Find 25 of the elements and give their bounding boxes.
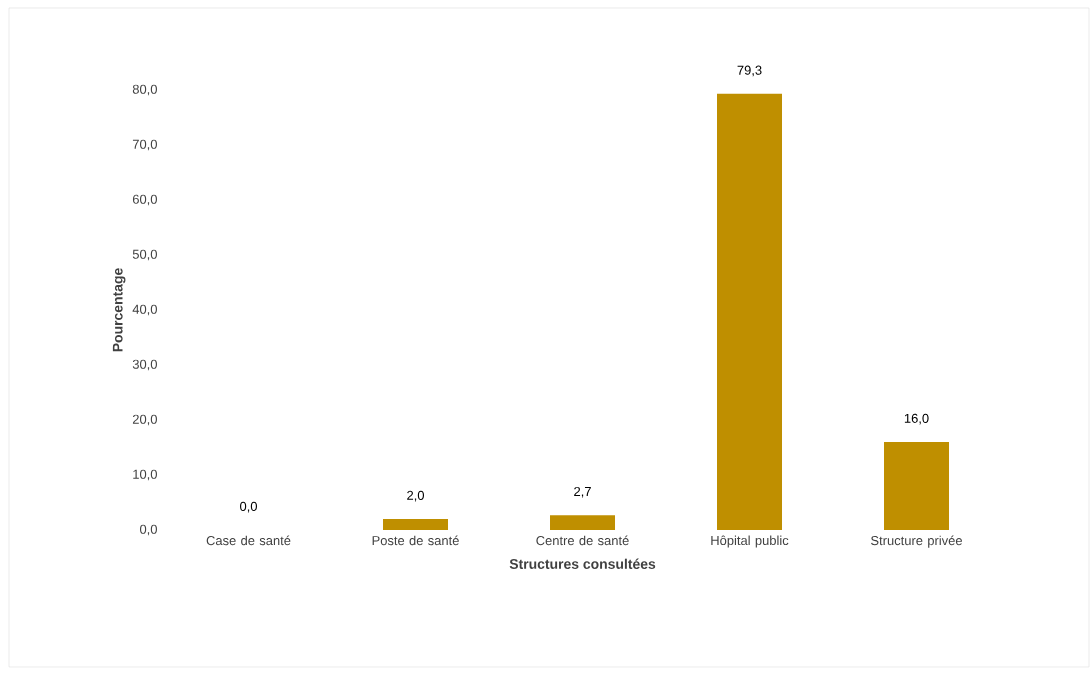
bar <box>550 515 616 530</box>
data-label: 79,3 <box>737 65 762 77</box>
y-axis-title: Pourcentage <box>112 268 126 352</box>
data-label: 2,7 <box>574 486 591 498</box>
x-axis-title: Structures consultées <box>509 558 656 569</box>
x-tick-label: Case de santé <box>206 535 291 546</box>
y-tick-label: 40,0 <box>132 304 157 316</box>
y-tick-label: 20,0 <box>132 414 157 426</box>
data-label: 2,0 <box>407 490 425 502</box>
bar <box>884 441 950 530</box>
bar <box>383 518 449 530</box>
y-tick-label: 10,0 <box>133 469 157 481</box>
y-tick-label: 80,0 <box>132 84 157 96</box>
y-tick-label: 70,0 <box>132 139 157 151</box>
bar <box>717 93 783 530</box>
x-tick-label: Structure privée <box>871 535 962 548</box>
y-tick-label: 50,0 <box>132 249 157 261</box>
data-label: 16,0 <box>904 413 929 425</box>
y-tick-label: 60,0 <box>132 194 157 206</box>
y-tick-label: 0,0 <box>139 524 157 536</box>
x-tick-label: Centre de santé <box>536 535 629 546</box>
data-label: 0,0 <box>240 501 258 513</box>
x-tick-label: Poste de santé <box>372 535 459 546</box>
x-tick-label: Hôpital public <box>711 535 789 548</box>
y-tick-label: 30,0 <box>132 359 157 371</box>
